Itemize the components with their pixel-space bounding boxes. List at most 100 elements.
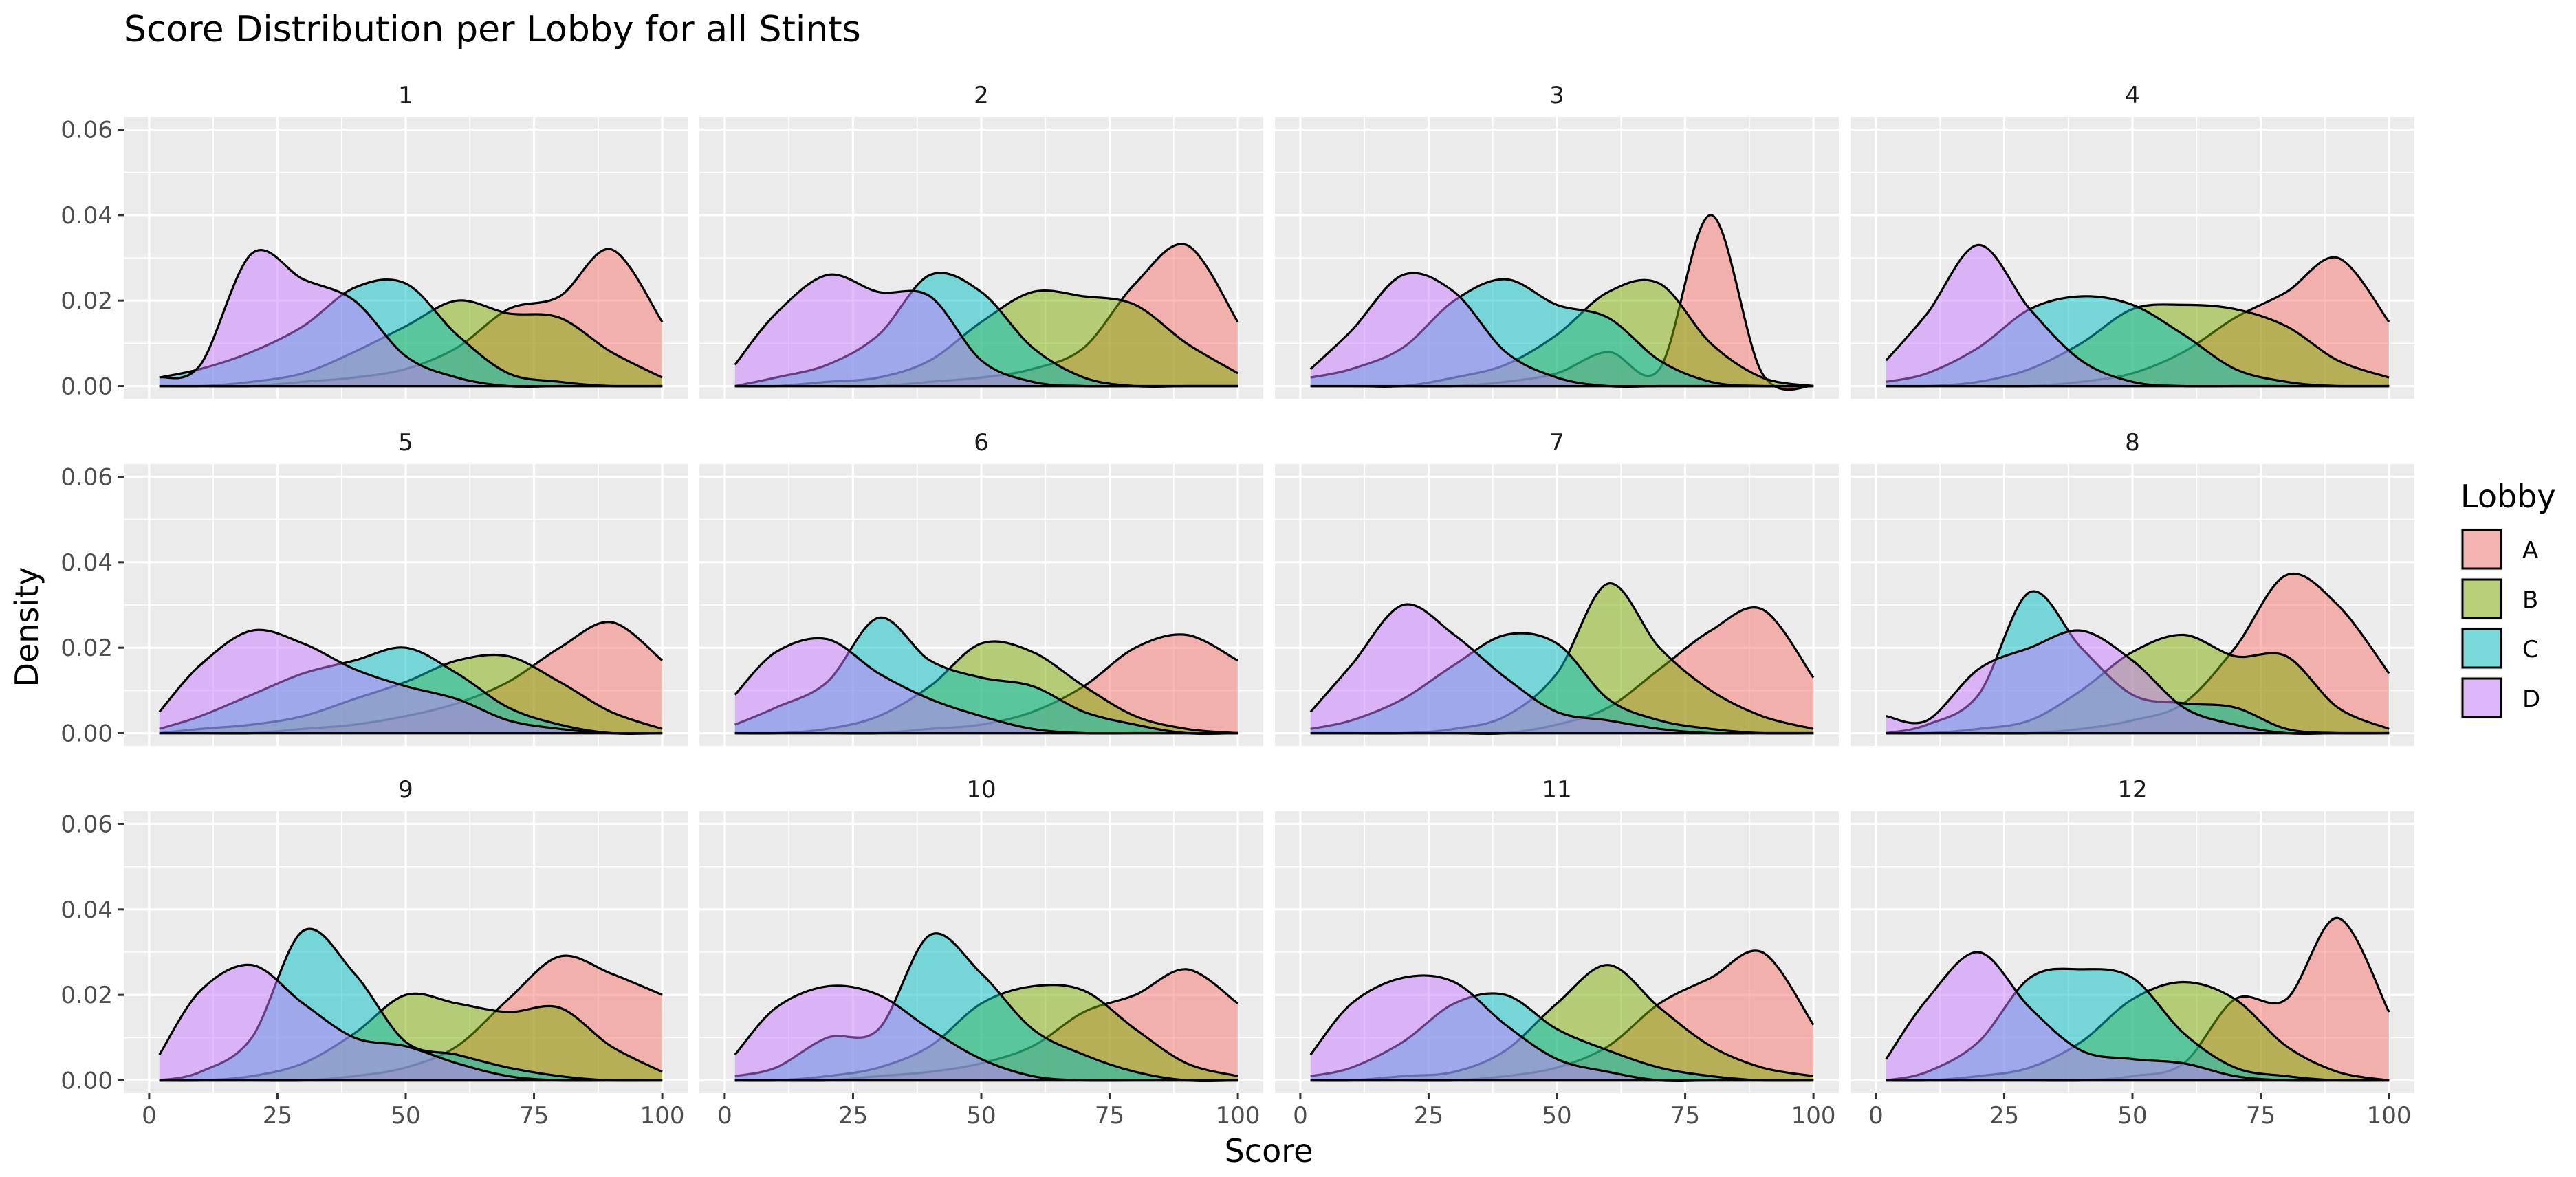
legend-item-A: A: [2460, 528, 2538, 571]
facet-strip-label: 4: [2125, 82, 2140, 109]
facet-panel-12: 12 0 25 50 75 100: [1851, 770, 2414, 1130]
facet-strip-label: 2: [974, 82, 989, 109]
legend-label: D: [2522, 685, 2540, 713]
facet-strip-label: 1: [398, 82, 413, 109]
facet-strip-label: 6: [974, 429, 989, 456]
density-area-D: [1310, 273, 1814, 387]
legend-item-D: D: [2460, 676, 2540, 719]
facet-panel-5: 5 0.00 0.02 0.04 0.06: [61, 423, 688, 748]
legend-item-B: B: [2460, 578, 2538, 620]
legend-swatch-C: [2461, 628, 2502, 669]
facet-strip: [1851, 76, 2414, 117]
density-area-D: [159, 250, 663, 387]
x-tick-label: 100: [1791, 1102, 1836, 1130]
legend-item-C: C: [2460, 627, 2539, 670]
y-tick-label: 0.04: [61, 549, 113, 577]
x-tick-label: 50: [1542, 1102, 1571, 1130]
facet-strip: [699, 76, 1263, 117]
density-area-D: [159, 965, 663, 1081]
facet-strip: [1275, 76, 1839, 117]
legend-swatch-B: [2461, 578, 2502, 619]
facet-panel-9: 9 0.00 0.02 0.04 0.06 0 25 50 75 100: [61, 770, 688, 1130]
y-tick-label: 0.00: [61, 720, 113, 748]
density-area-D: [1886, 245, 2390, 386]
y-tick-label: 0.02: [61, 635, 113, 662]
density-area-D: [1310, 975, 1814, 1081]
facet-strip: [124, 770, 688, 811]
facet-panel-10: 100 25 50 75 100: [699, 770, 1263, 1130]
x-tick-label: 0: [142, 1102, 157, 1130]
x-tick-label: 50: [966, 1102, 996, 1130]
x-tick-label: 50: [2117, 1102, 2147, 1130]
facet-strip: [124, 423, 688, 464]
density-area-B: [1310, 583, 1814, 734]
density-area-D: [1886, 952, 2390, 1081]
facet-panel-8: 8: [1851, 423, 2414, 746]
density-line-D: [158, 628, 663, 735]
x-tick-label: 50: [391, 1102, 420, 1130]
y-tick-label: 0.00: [61, 1068, 113, 1095]
y-tick-label: 0.00: [61, 373, 113, 401]
y-tick-label: 0.06: [61, 811, 113, 838]
y-tick-label: 0.02: [61, 287, 113, 315]
facet-panel-7: 7: [1275, 423, 1839, 746]
facet-strip-label: 7: [1549, 429, 1564, 456]
facet-strip-label: 3: [1549, 82, 1564, 109]
chart-title: Score Distribution per Lobby for all Sti…: [124, 9, 861, 50]
facet-panel-3: 3: [1275, 76, 1839, 399]
facet-strip: [1275, 770, 1839, 811]
facet-panel-11: 11 0 25 50 75 100: [1275, 770, 1839, 1130]
x-tick-label: 100: [1216, 1102, 1260, 1130]
facet-strip-label: 12: [2117, 776, 2147, 804]
y-tick-label: 0.04: [61, 896, 113, 924]
facet-strip-label: 11: [1542, 776, 1571, 804]
x-tick-label: 75: [1670, 1102, 1700, 1130]
legend-label: A: [2522, 537, 2538, 564]
y-axis-title: Density: [8, 567, 45, 688]
density-area-D: [734, 638, 1238, 734]
y-tick-label: 0.06: [61, 116, 113, 144]
density-area-B: [1310, 965, 1814, 1081]
legend-swatch-D: [2461, 677, 2502, 718]
y-tick-label: 0.06: [61, 463, 113, 491]
facet-panel-2: 2: [699, 76, 1263, 399]
density-area-B: [159, 993, 663, 1081]
density-area-D: [159, 630, 663, 734]
facet-strip: [1275, 423, 1839, 464]
density-area-D: [1886, 630, 2390, 734]
legend-label: C: [2522, 636, 2539, 663]
facet-strip-label: 8: [2125, 429, 2140, 456]
facet-strip: [1851, 770, 2414, 811]
x-tick-label: 0: [717, 1102, 732, 1130]
density-area-D: [734, 274, 1238, 386]
x-tick-label: 25: [1989, 1102, 2019, 1130]
density-area-D: [1310, 604, 1814, 734]
facet-strip-label: 10: [966, 776, 996, 804]
x-tick-label: 75: [1095, 1102, 1124, 1130]
facet-panel-1: 1 0.00 0.02 0.04 0.06: [61, 76, 688, 401]
x-tick-label: 0: [1868, 1102, 1884, 1130]
legend-swatch-A: [2461, 529, 2502, 570]
x-tick-label: 100: [640, 1102, 685, 1130]
facet-strip: [699, 770, 1263, 811]
y-tick-label: 0.02: [61, 982, 113, 1009]
facet-panel-4: 4: [1851, 76, 2414, 399]
x-tick-label: 0: [1293, 1102, 1308, 1130]
x-tick-label: 100: [2367, 1102, 2412, 1130]
facet-strip-label: 9: [398, 776, 413, 804]
legend-title: Lobby: [2460, 478, 2556, 515]
x-tick-label: 75: [2246, 1102, 2275, 1130]
x-tick-label: 25: [838, 1102, 868, 1130]
facet-panels: 1 0.00 0.02 0.04 0.06 2 3 4 5 0.00 0.02 0.04 0.06 6 7 8…: [61, 76, 2414, 1130]
facet-strip: [1851, 423, 2414, 464]
y-tick-label: 0.04: [61, 202, 113, 230]
x-tick-label: 25: [263, 1102, 292, 1130]
facet-panel-6: 6: [699, 423, 1263, 746]
density-area-D: [734, 985, 1238, 1081]
facet-strip: [124, 76, 688, 117]
x-tick-label: 75: [519, 1102, 549, 1130]
facet-strip-label: 5: [398, 429, 413, 456]
x-axis-title: Score: [1225, 1132, 1313, 1169]
